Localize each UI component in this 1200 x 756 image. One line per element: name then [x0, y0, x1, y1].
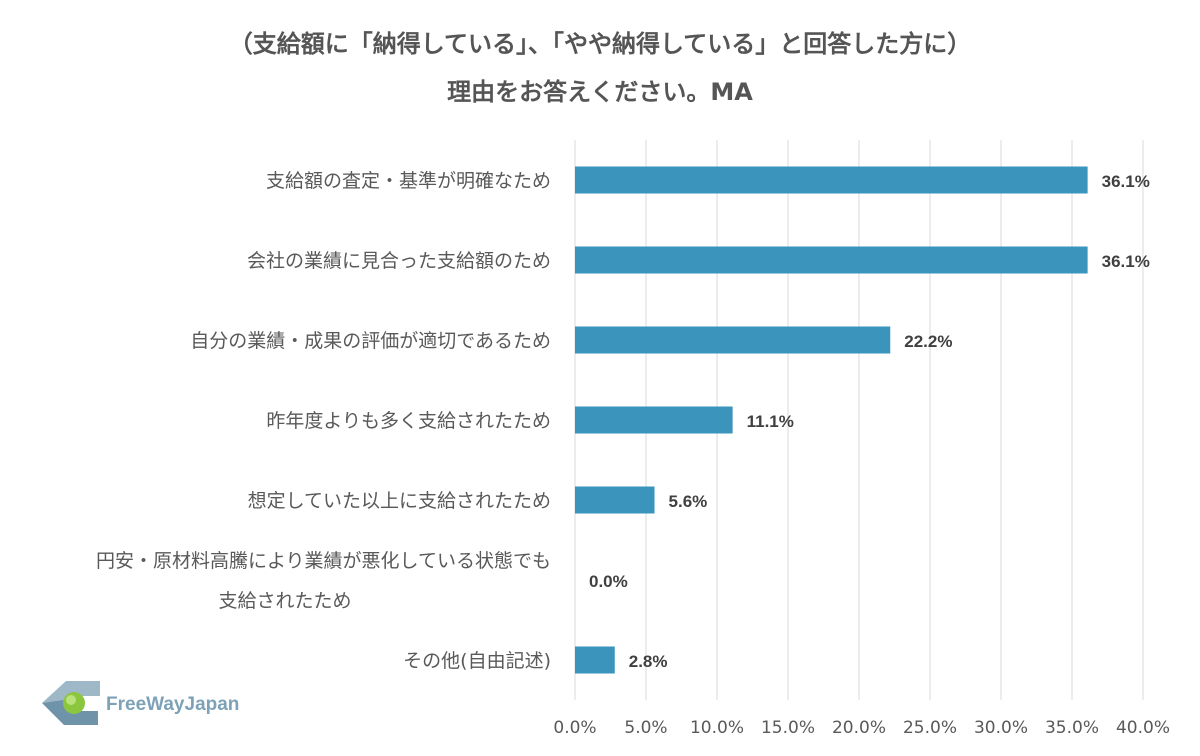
data-label: 36.1%: [1102, 252, 1150, 271]
bar: [575, 646, 615, 674]
category-label: 想定していた以上に支給されたため: [248, 490, 551, 512]
bar: [575, 246, 1088, 274]
chart-title-line-1: （支給額に「納得している」、「やや納得している」と回答した方に）: [228, 30, 972, 58]
category-label: 昨年度よりも多く支給されたため: [266, 410, 551, 432]
category-label: 会社の業績に見合った支給額のため: [247, 250, 551, 272]
bar: [575, 406, 733, 434]
x-tick-label: 40.0%: [1116, 718, 1170, 738]
logo-text: FreeWayJapan: [106, 694, 240, 715]
category-label: 支給額の査定・基準が明確なため: [266, 170, 551, 192]
data-label: 36.1%: [1102, 172, 1150, 191]
x-tick-label: 20.0%: [832, 718, 886, 738]
data-label: 22.2%: [904, 332, 952, 351]
category-label: 支給されたため: [218, 590, 351, 612]
category-label: 円安・原材料高騰により業績が悪化している状態でも: [96, 550, 551, 572]
x-tick-label: 0.0%: [553, 718, 596, 738]
x-tick-label: 10.0%: [690, 718, 744, 738]
x-tick-label: 30.0%: [974, 718, 1028, 738]
data-label: 0.0%: [589, 572, 628, 591]
bar: [575, 166, 1088, 194]
x-tick-label: 15.0%: [761, 718, 815, 738]
bar: [575, 486, 655, 514]
chart-title-line-2: 理由をお答えください。MA: [447, 78, 753, 106]
category-label: 自分の業績・成果の評価が適切であるため: [190, 330, 551, 352]
x-tick-label: 5.0%: [624, 718, 667, 738]
bar: [575, 326, 891, 354]
x-tick-label: 25.0%: [903, 718, 957, 738]
data-label: 11.1%: [747, 412, 794, 431]
data-label: 5.6%: [669, 492, 708, 511]
x-tick-label: 35.0%: [1045, 718, 1099, 738]
freewayjapan-logo-icon: [42, 681, 100, 725]
category-label: その他(自由記述): [403, 650, 551, 672]
data-label: 2.8%: [629, 652, 668, 671]
